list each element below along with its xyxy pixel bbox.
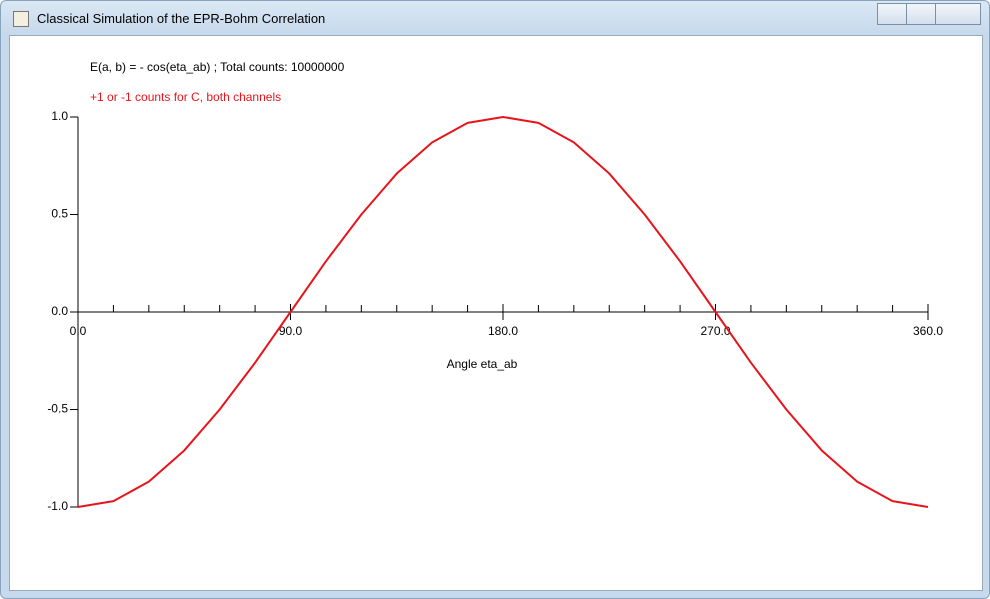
title-bar: Classical Simulation of the EPR-Bohm Cor… xyxy=(1,1,989,35)
close-button[interactable] xyxy=(935,3,981,25)
annotation: +1 or -1 counts for C, both channels xyxy=(90,90,281,104)
y-tick-label: 0.5 xyxy=(51,207,68,221)
x-tick-label: 360.0 xyxy=(913,324,943,338)
y-tick-label: -0.5 xyxy=(47,402,68,416)
content-panel xyxy=(9,35,983,591)
x-tick-label: 90.0 xyxy=(279,324,303,338)
y-tick-label: 1.0 xyxy=(51,109,68,123)
y-tick-label: 0.0 xyxy=(51,304,68,318)
data-line xyxy=(77,116,929,508)
window-title: Classical Simulation of the EPR-Bohm Cor… xyxy=(37,11,326,26)
app-icon xyxy=(13,11,29,27)
y-tick-label: -1.0 xyxy=(47,499,68,513)
x-tick-label: 180.0 xyxy=(488,324,518,338)
window-buttons xyxy=(877,3,981,25)
x-tick-label: 270.0 xyxy=(700,324,730,338)
x-axis-label: Angle eta_ab xyxy=(447,357,518,371)
x-tick-label: 0.0 xyxy=(70,324,87,338)
annotation: E(a, b) = - cos(eta_ab) ; Total counts: … xyxy=(90,60,345,74)
